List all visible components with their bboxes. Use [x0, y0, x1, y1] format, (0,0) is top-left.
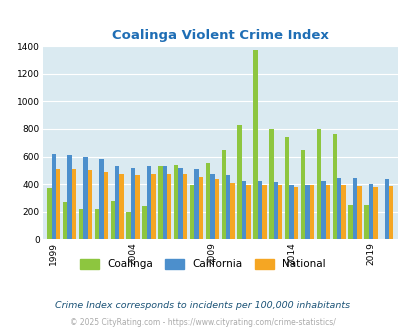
Bar — [230, 183, 234, 239]
Bar — [130, 168, 135, 239]
Bar — [221, 149, 226, 239]
Bar — [63, 202, 67, 239]
Text: © 2025 CityRating.com - https://www.cityrating.com/crime-statistics/: © 2025 CityRating.com - https://www.city… — [70, 318, 335, 327]
Bar — [178, 168, 182, 239]
Bar — [262, 185, 266, 239]
Bar — [79, 209, 83, 239]
Bar — [277, 185, 282, 239]
Bar — [269, 129, 273, 239]
Bar — [182, 175, 187, 239]
Bar — [332, 134, 336, 239]
Bar — [316, 129, 320, 239]
Bar — [72, 169, 76, 239]
Bar — [273, 182, 277, 239]
Bar — [305, 185, 309, 239]
Bar — [142, 206, 146, 239]
Bar — [341, 185, 345, 239]
Bar — [110, 201, 115, 239]
Bar — [119, 174, 124, 239]
Bar — [226, 175, 230, 239]
Bar — [257, 181, 262, 239]
Bar — [352, 178, 356, 239]
Bar — [368, 184, 372, 239]
Bar — [162, 166, 166, 239]
Bar — [135, 175, 139, 239]
Bar — [384, 179, 388, 239]
Bar — [151, 175, 155, 239]
Bar — [372, 187, 377, 239]
Bar — [210, 174, 214, 239]
Title: Coalinga Violent Crime Index: Coalinga Violent Crime Index — [111, 29, 328, 42]
Bar — [363, 205, 368, 239]
Bar — [83, 156, 87, 239]
Bar — [293, 187, 298, 239]
Bar — [356, 186, 361, 239]
Bar — [94, 209, 99, 239]
Bar — [103, 172, 108, 239]
Bar — [126, 212, 130, 239]
Bar — [194, 169, 198, 239]
Bar — [198, 177, 202, 239]
Bar — [87, 170, 92, 239]
Bar — [336, 178, 341, 239]
Bar — [115, 166, 119, 239]
Bar — [190, 185, 194, 239]
Bar — [300, 149, 305, 239]
Bar — [166, 174, 171, 239]
Bar — [237, 125, 241, 239]
Bar — [309, 185, 313, 239]
Bar — [214, 179, 218, 239]
Bar — [347, 205, 352, 239]
Bar — [67, 155, 72, 239]
Bar — [388, 186, 392, 239]
Bar — [158, 166, 162, 239]
Bar — [205, 163, 210, 239]
Bar — [241, 181, 246, 239]
Bar — [253, 50, 257, 239]
Bar — [289, 185, 293, 239]
Bar — [173, 165, 178, 239]
Bar — [99, 159, 103, 239]
Legend: Coalinga, California, National: Coalinga, California, National — [76, 255, 329, 274]
Text: Crime Index corresponds to incidents per 100,000 inhabitants: Crime Index corresponds to incidents per… — [55, 301, 350, 310]
Bar — [320, 181, 325, 239]
Bar — [56, 169, 60, 239]
Bar — [284, 137, 289, 239]
Bar — [146, 166, 151, 239]
Bar — [325, 185, 329, 239]
Bar — [246, 185, 250, 239]
Bar — [47, 187, 51, 239]
Bar — [51, 154, 56, 239]
